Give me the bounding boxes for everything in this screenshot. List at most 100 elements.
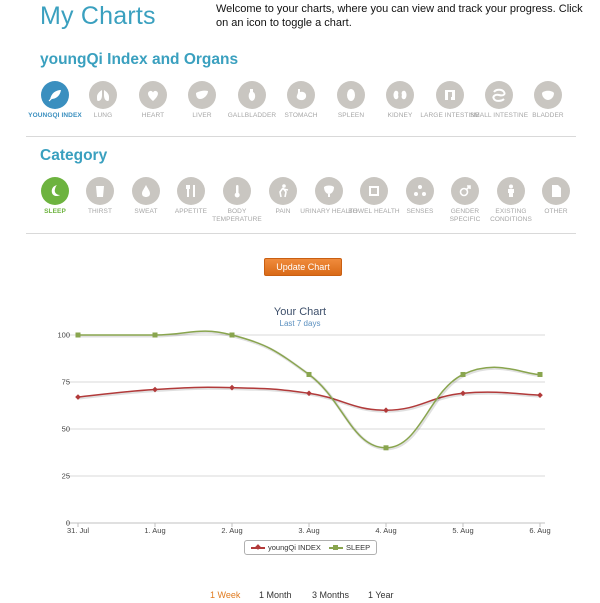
toggle-bowel-health[interactable]: BOWEL HEALTH bbox=[344, 177, 404, 216]
bladder-icon bbox=[534, 81, 562, 109]
data-point-sleep bbox=[152, 332, 158, 338]
icon-label: OTHER bbox=[544, 208, 568, 215]
data-point-youngqi-index bbox=[152, 386, 158, 393]
icon-label: PAIN bbox=[275, 208, 291, 215]
chart-subtitle: Last 7 days bbox=[279, 319, 321, 328]
legend-label: youngQi INDEX bbox=[268, 543, 321, 552]
data-point-sleep bbox=[537, 371, 543, 377]
line-chart: 0 25 50 75 100 31. Jul 1. Aug 2. Aug 3. Aug 4. Au… bbox=[57, 330, 551, 535]
data-point-youngqi-index bbox=[537, 392, 543, 398]
diamond-marker-icon bbox=[251, 544, 265, 551]
toggle-existing-conditions[interactable]: EXISTING CONDITIONS bbox=[481, 177, 541, 224]
toggle-liver[interactable]: LIVER bbox=[172, 81, 232, 120]
icon-label: HEART bbox=[141, 112, 165, 119]
moon-icon bbox=[41, 177, 69, 205]
utensils-icon bbox=[177, 177, 205, 205]
toggle-stomach[interactable]: STOMACH bbox=[271, 81, 331, 120]
drop-icon bbox=[132, 177, 160, 205]
thermometer-icon bbox=[223, 177, 251, 205]
glass-icon bbox=[86, 177, 114, 205]
y-tick-label: 0 bbox=[66, 519, 70, 528]
range-1-year[interactable]: 1 Year bbox=[368, 590, 394, 600]
range-3-months[interactable]: 3 Months bbox=[312, 590, 350, 600]
senses-icon bbox=[406, 177, 434, 205]
range-1-week[interactable]: 1 Week bbox=[210, 590, 241, 600]
liver-icon bbox=[188, 81, 216, 109]
icon-label: SWEAT bbox=[134, 208, 158, 215]
icon-label: LIVER bbox=[192, 112, 212, 119]
kidney-icon bbox=[386, 81, 414, 109]
heart-icon bbox=[139, 81, 167, 109]
leaf-icon bbox=[41, 81, 69, 109]
y-tick-label: 25 bbox=[62, 472, 70, 481]
icon-label: SMALL INTESTINE bbox=[469, 112, 529, 119]
page-title: My Charts bbox=[40, 2, 156, 30]
data-point-youngqi-index bbox=[229, 384, 235, 391]
pain-figure-icon bbox=[269, 177, 297, 205]
x-tick-label: 4. Aug bbox=[375, 526, 396, 535]
toggle-kidney[interactable]: KIDNEY bbox=[370, 81, 430, 120]
x-tick-label: 31. Jul bbox=[67, 526, 89, 535]
x-tick-label: 1. Aug bbox=[144, 526, 165, 535]
data-point-sleep bbox=[383, 445, 389, 451]
toggle-large-intestine[interactable]: LARGE INTESTINE bbox=[420, 81, 480, 120]
icon-label: LARGE INTESTINE bbox=[420, 112, 480, 119]
small-intestine-icon bbox=[485, 81, 513, 109]
data-point-youngqi-index bbox=[383, 407, 389, 414]
bowel-icon bbox=[360, 177, 388, 205]
toggle-sleep[interactable]: SLEEP bbox=[25, 177, 85, 216]
square-marker-icon bbox=[328, 544, 343, 551]
toggle-appetite[interactable]: APPETITE bbox=[161, 177, 221, 216]
icon-label: URINARY HEALTH bbox=[300, 208, 358, 215]
icon-label: LUNG bbox=[93, 112, 113, 119]
toggle-thirst[interactable]: THIRST bbox=[70, 177, 130, 216]
urinary-icon bbox=[315, 177, 343, 205]
toggle-gender-specific[interactable]: GENDER SPECIFIC bbox=[435, 177, 495, 224]
toggle-senses[interactable]: SENSES bbox=[390, 177, 450, 216]
gender-icon bbox=[451, 177, 479, 205]
legend-item-sleep[interactable]: SLEEP bbox=[328, 543, 370, 552]
category-section-title: Category bbox=[40, 147, 108, 164]
toggle-small-intestine[interactable]: SMALL INTESTINE bbox=[469, 81, 529, 120]
person-icon bbox=[497, 177, 525, 205]
icon-label: APPETITE bbox=[174, 208, 208, 215]
toggle-lung[interactable]: LUNG bbox=[73, 81, 133, 120]
data-point-sleep bbox=[306, 371, 312, 377]
toggle-gallbladder[interactable]: GALLBLADDER bbox=[222, 81, 282, 120]
chart-title: Your Chart bbox=[273, 306, 327, 318]
spleen-icon bbox=[337, 81, 365, 109]
data-point-sleep bbox=[460, 371, 466, 377]
y-tick-label: 75 bbox=[62, 378, 70, 387]
icon-label: SENSES bbox=[406, 208, 434, 215]
toggle-other[interactable]: OTHER bbox=[526, 177, 586, 216]
icon-label: EXISTING CONDITIONS bbox=[490, 208, 532, 223]
update-chart-button[interactable]: Update Chart bbox=[264, 258, 342, 276]
legend-item-youngqi-index[interactable]: youngQi INDEX bbox=[251, 543, 321, 552]
icon-label: STOMACH bbox=[284, 112, 318, 119]
data-point-youngqi-index bbox=[75, 394, 81, 400]
icon-label: BOWEL HEALTH bbox=[348, 208, 400, 215]
toggle-body-temperature[interactable]: BODY TEMPERATURE bbox=[207, 177, 267, 224]
icon-label: BODY TEMPERATURE bbox=[212, 208, 262, 223]
icon-label: GALLBLADDER bbox=[227, 112, 277, 119]
toggle-pain[interactable]: PAIN bbox=[253, 177, 313, 216]
icon-label: SPLEEN bbox=[337, 112, 365, 119]
icon-label: KIDNEY bbox=[387, 112, 413, 119]
intro-text: Welcome to your charts, where you can vi… bbox=[216, 3, 583, 29]
icon-label: BLADDER bbox=[532, 112, 564, 119]
data-point-youngqi-index bbox=[460, 390, 466, 397]
toggle-youngqi-index[interactable]: youngQi INDEX bbox=[25, 81, 85, 120]
toggle-spleen[interactable]: SPLEEN bbox=[321, 81, 381, 120]
data-point-sleep bbox=[229, 332, 235, 338]
x-tick-label: 5. Aug bbox=[452, 526, 473, 535]
toggle-bladder[interactable]: BLADDER bbox=[518, 81, 578, 120]
icon-label: youngQi INDEX bbox=[28, 112, 82, 119]
gallbladder-icon bbox=[238, 81, 266, 109]
toggle-urinary-health[interactable]: URINARY HEALTH bbox=[299, 177, 359, 216]
range-1-month[interactable]: 1 Month bbox=[259, 590, 292, 600]
section-divider bbox=[26, 136, 576, 137]
toggle-heart[interactable]: HEART bbox=[123, 81, 183, 120]
toggle-sweat[interactable]: SWEAT bbox=[116, 177, 176, 216]
organs-section-title: youngQi Index and Organs bbox=[40, 51, 239, 68]
document-icon bbox=[542, 177, 570, 205]
